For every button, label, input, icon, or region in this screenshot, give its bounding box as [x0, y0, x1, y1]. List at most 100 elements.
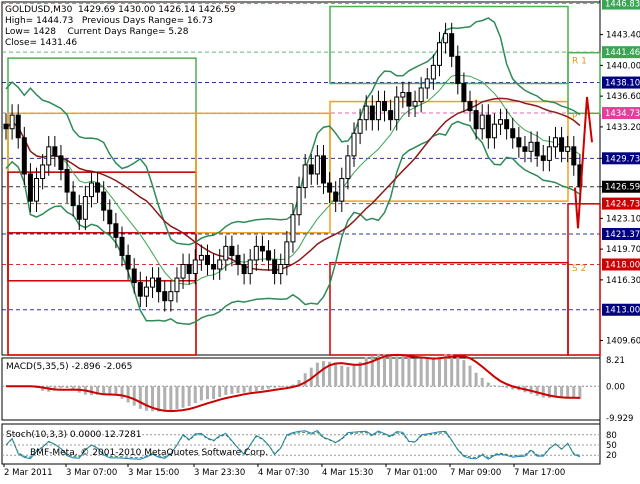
macd-histogram-bar — [267, 386, 271, 389]
price-tick-label: 1416.30 — [606, 276, 640, 286]
macd-histogram-bar — [431, 358, 435, 387]
candle-body — [284, 241, 290, 265]
candle-body — [272, 259, 278, 275]
candle-body — [430, 64, 436, 80]
macd-histogram-bar — [535, 386, 539, 396]
candle-body — [46, 146, 52, 166]
macd-histogram-bar — [566, 386, 570, 398]
candle-body — [400, 92, 406, 98]
candle-body — [333, 191, 339, 202]
candle-body — [461, 82, 467, 103]
candle-body — [369, 105, 375, 121]
macd-histogram-bar — [144, 386, 148, 411]
macd-tick-label: -9.929 — [606, 414, 633, 424]
copyright-text: BMF-Meta, © 2001-2010 MetaQuotes Softwar… — [30, 448, 269, 458]
macd-histogram-bar — [96, 386, 100, 395]
candle-body — [290, 214, 296, 243]
candle-body — [559, 137, 565, 152]
candle-body — [204, 254, 210, 265]
price-tick-label: 1443.40 — [606, 31, 640, 41]
macd-histogram-bar — [450, 354, 454, 387]
candle-body — [357, 119, 363, 134]
candle-body — [424, 78, 430, 89]
candle-body — [485, 114, 491, 139]
candle-body — [314, 155, 320, 175]
macd-histogram-bar — [383, 353, 387, 387]
price-tag — [602, 76, 640, 89]
macd-histogram-bar — [444, 354, 448, 387]
macd-histogram-bar — [132, 386, 136, 406]
candle-body — [235, 254, 241, 265]
candle-body — [552, 137, 558, 148]
price-tick-label: 1436.60 — [606, 92, 640, 102]
high-range-line: High= 1444.73 Previous Days Range= 16.73 — [5, 16, 213, 26]
macd-histogram-bar — [285, 386, 289, 387]
macd-histogram-bar — [120, 386, 124, 399]
candle-body — [76, 205, 82, 220]
stoch-tick-label: 50 — [606, 441, 617, 451]
macd-histogram-bar — [480, 377, 484, 387]
macd-histogram-bar — [547, 386, 551, 399]
candle-body — [82, 196, 88, 220]
candle-body — [565, 146, 571, 152]
price-tag — [602, 303, 640, 316]
macd-histogram-bar — [407, 357, 411, 387]
candle-body — [107, 209, 113, 225]
candle-body — [21, 137, 27, 175]
candle-body — [186, 263, 192, 275]
macd-histogram-bar — [474, 372, 478, 387]
candle-body — [180, 263, 186, 279]
macd-histogram-bar — [71, 386, 75, 390]
macd-histogram-bar — [413, 358, 417, 387]
day-range-inner-red-box — [7, 232, 197, 282]
candle-body — [119, 236, 125, 256]
candle-body — [351, 132, 357, 157]
candle-body — [58, 155, 64, 170]
price-tick-label: 1419.70 — [606, 245, 640, 255]
candle-body — [125, 254, 131, 270]
macd-histogram-bar — [260, 386, 264, 390]
price-tick-label: 1409.60 — [606, 337, 640, 347]
macd-histogram-bar — [303, 373, 307, 387]
today-range-red-box — [567, 203, 601, 356]
candle-body — [449, 33, 455, 57]
macd-histogram-bar — [328, 361, 332, 387]
price-tag-label: 1438.10 — [605, 79, 640, 89]
macd-histogram-bar — [205, 386, 209, 400]
price-tag-label: 1441.46 — [605, 48, 640, 58]
macd-histogram-bar — [53, 386, 57, 391]
candle-body — [388, 110, 394, 121]
pivot-label: R 1 — [572, 57, 587, 67]
price-tag-label: 1426.59 — [605, 183, 640, 193]
price-tag-label: 1421.37 — [605, 230, 640, 240]
date-tick-label: 2 Mar 2011 — [4, 468, 52, 478]
date-tick-label: 3 Mar 23:30 — [194, 468, 245, 478]
candle-body — [137, 282, 143, 297]
macd-histogram-bar — [169, 386, 173, 411]
date-tick-label: 7 Mar 01:00 — [386, 468, 437, 478]
macd-histogram-bar — [248, 386, 252, 392]
macd-histogram-bar — [486, 382, 490, 387]
macd-histogram-bar — [175, 386, 179, 410]
candle-body — [113, 223, 119, 238]
candle-body — [504, 119, 510, 130]
price-tick-label: 1440.00 — [606, 61, 640, 71]
candle-body — [498, 119, 504, 125]
macd-label: MACD(5,35,5) -2.896 -2.065 — [6, 362, 133, 372]
candle-body — [198, 254, 204, 261]
macd-tick-label: 8.21 — [606, 356, 625, 366]
price-tag — [602, 107, 640, 120]
price-tag-label: 1418.00 — [605, 260, 640, 270]
date-tick-label: 7 Mar 09:00 — [450, 468, 501, 478]
candle-body — [455, 55, 461, 84]
candle-body — [412, 101, 418, 107]
price-tag-label: 1429.73 — [605, 154, 640, 164]
bollinger-middle-line — [5, 74, 581, 285]
candle-body — [394, 96, 400, 121]
macd-histogram-bar — [163, 386, 167, 412]
candle-body — [345, 155, 351, 179]
macd-histogram-bar — [279, 386, 283, 388]
candle-body — [375, 101, 381, 121]
